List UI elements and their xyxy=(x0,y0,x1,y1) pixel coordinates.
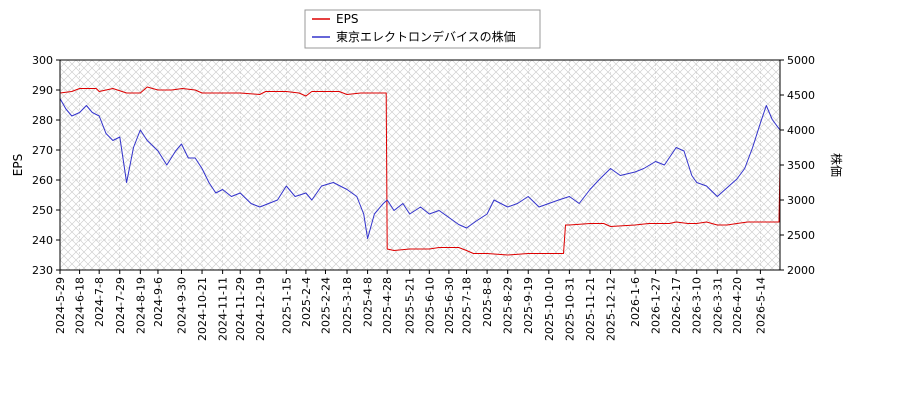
x-tick-label: 2025-2-24 xyxy=(319,277,332,334)
x-tick-label: 2024-5-29 xyxy=(54,277,67,334)
y-tick-label-right: 2000 xyxy=(787,264,815,277)
x-tick-label: 2025-7-18 xyxy=(461,277,474,334)
x-tick-label: 2026-3-10 xyxy=(691,277,704,334)
x-tick-label: 2025-4-8 xyxy=(362,277,375,327)
legend-label-eps: EPS xyxy=(336,12,358,26)
x-tick-label: 2026-3-31 xyxy=(711,277,724,334)
y-axis-label-right: 株価 xyxy=(829,153,844,177)
x-tick-label: 2025-6-30 xyxy=(443,277,456,334)
x-tick-label: 2024-9-6 xyxy=(152,277,165,327)
x-tick-label: 2025-9-19 xyxy=(522,277,535,334)
y-tick-label-right: 4000 xyxy=(787,124,815,137)
y-tick-label-right: 5000 xyxy=(787,54,815,67)
x-tick-label: 2024-12-19 xyxy=(254,277,267,341)
x-tick-label: 2025-1-15 xyxy=(280,277,293,334)
x-tick-label: 2025-8-29 xyxy=(502,277,515,334)
plot-hatch-background xyxy=(60,60,780,270)
x-tick-label: 2024-10-21 xyxy=(196,277,209,341)
series-line-eps xyxy=(59,86,781,256)
x-tick-label: 2026-5-14 xyxy=(754,277,767,334)
x-tick-label: 2025-2-4 xyxy=(300,277,313,327)
legend-box xyxy=(304,9,541,49)
x-tick-label: 2026-1-6 xyxy=(629,277,642,327)
y-tick-label-right: 3000 xyxy=(787,194,815,207)
y-tick-label-left: 240 xyxy=(32,234,53,247)
x-tick-label: 2025-8-8 xyxy=(481,277,494,327)
grid xyxy=(59,59,780,271)
x-tick-label: 2024-11-11 xyxy=(217,277,230,341)
series-layer xyxy=(59,86,781,256)
x-tick-label: 2026-2-17 xyxy=(670,277,683,334)
x-tick-label: 2025-10-31 xyxy=(563,277,576,341)
y-tick-label-left: 270 xyxy=(32,144,53,157)
x-tick-label: 2025-10-10 xyxy=(543,277,556,341)
axis-layer: 230 240 250 260 270 280 290 300 2000 2500 3000 3500… xyxy=(32,54,815,341)
y-tick-label-left: 260 xyxy=(32,174,53,187)
x-tick-label: 2025-4-28 xyxy=(381,277,394,334)
x-tick-label: 2024-8-19 xyxy=(134,277,147,334)
y-tick-label-left: 280 xyxy=(32,114,53,127)
x-tick-label: 2025-6-10 xyxy=(423,277,436,334)
x-tick-label: 2024-11-29 xyxy=(234,277,247,341)
legend: EPS 東京エレクトロンデバイスの株価 xyxy=(304,9,541,49)
legend-label-price: 東京エレクトロンデバイスの株価 xyxy=(336,29,516,44)
x-tick-label: 2026-1-27 xyxy=(650,277,663,334)
x-tick-label: 2025-5-21 xyxy=(404,277,417,334)
y-tick-label-right: 2500 xyxy=(787,229,815,242)
y-tick-label-left: 250 xyxy=(32,204,53,217)
x-tick-label: 2025-12-12 xyxy=(605,277,618,341)
y-tick-label-left: 300 xyxy=(32,54,53,67)
series-line-stock-price xyxy=(59,98,781,239)
y-tick-label-right: 3500 xyxy=(787,159,815,172)
y-tick-label-left: 230 xyxy=(32,264,53,277)
y-tick-label-right: 4500 xyxy=(787,89,815,102)
x-tick-label: 2024-7-8 xyxy=(93,277,106,327)
x-tick-label: 2026-4-20 xyxy=(731,277,744,334)
x-tick-label: 2025-3-18 xyxy=(341,277,354,334)
x-tick-label: 2024-7-29 xyxy=(114,277,127,334)
y-tick-label-left: 290 xyxy=(32,84,53,97)
x-tick-label: 2024-9-30 xyxy=(175,277,188,334)
x-tick-label: 2024-6-18 xyxy=(74,277,87,334)
y-axis-label-left: EPS xyxy=(11,154,25,176)
x-tick-label: 2025-11-21 xyxy=(584,277,597,341)
